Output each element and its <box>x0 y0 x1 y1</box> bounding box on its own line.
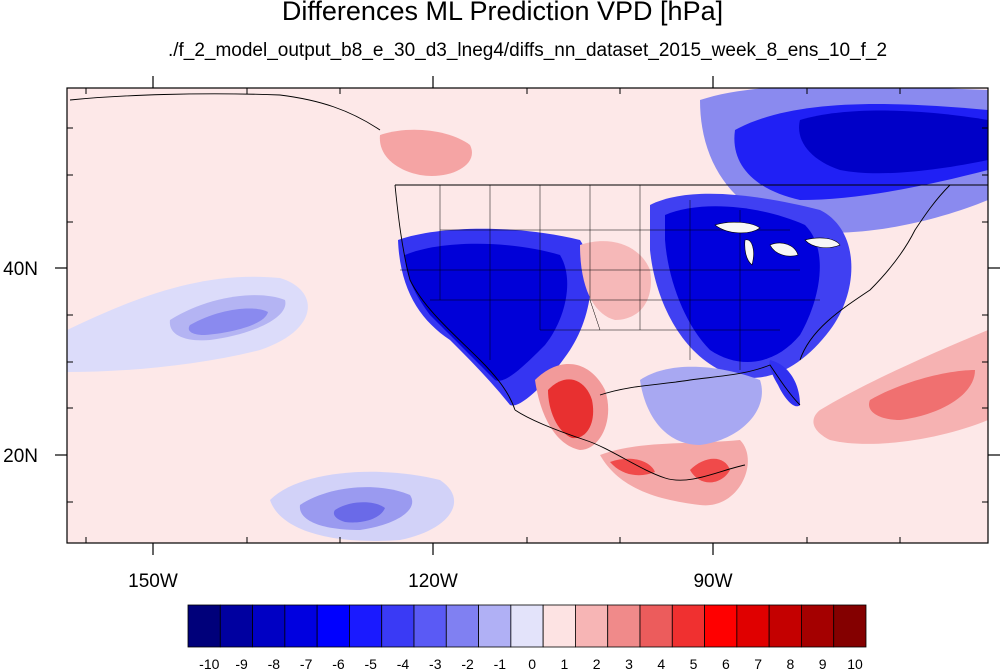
minor-ticks <box>67 88 988 543</box>
colorbar-tick-label: -1 <box>493 656 507 672</box>
colorbar-tick-label: -7 <box>299 656 313 672</box>
colorbar-box <box>284 604 318 648</box>
colorbar-tick-label: 10 <box>847 656 863 672</box>
colorbar-tick-label: -5 <box>364 656 377 672</box>
colorbar-box <box>187 604 221 648</box>
gulf-blue-region <box>640 366 762 445</box>
colorbar-box <box>736 604 770 648</box>
colorbar-box <box>704 604 738 648</box>
colorbar-box <box>316 604 350 648</box>
colorbar <box>187 604 867 648</box>
lon-label-150w: 150W <box>128 571 178 592</box>
colorbar-box <box>413 604 447 648</box>
map-plot-area <box>67 88 988 543</box>
colorbar-box <box>349 604 383 648</box>
south-pacific-blue-inner <box>333 502 385 523</box>
colorbar-tick-label: 0 <box>528 656 537 672</box>
colorbar-box <box>801 604 835 648</box>
pacific-blue-band-inner <box>188 308 268 335</box>
northeast-blue-inner <box>799 110 988 174</box>
colorbar-box <box>510 604 544 648</box>
colorbar-tick-label: -4 <box>396 656 410 672</box>
colorbar-tick-label: 1 <box>560 656 569 672</box>
colorbar-tick-label: 3 <box>625 656 633 672</box>
coastlines <box>69 93 988 481</box>
colorbar-box <box>575 604 609 648</box>
colorbar-tick-label: 9 <box>818 656 827 672</box>
colorbar-tick-label: 4 <box>657 656 666 672</box>
colorbar-box <box>833 604 867 648</box>
colorbar-tick-label: -3 <box>429 656 442 672</box>
colorbar-box <box>478 604 512 648</box>
colorbar-tick-label: -9 <box>235 656 248 672</box>
central-plains-red <box>580 241 651 320</box>
colorbar-box <box>671 604 705 648</box>
colorbar-box <box>219 604 253 648</box>
colorbar-tick-label: -2 <box>461 656 474 672</box>
mexico-red-core <box>548 379 594 439</box>
map-title: Differences ML Prediction VPD [hPa] <box>281 0 724 26</box>
colorbar-tick-label: 2 <box>592 656 601 672</box>
pacific-northwest-red <box>379 129 472 176</box>
major-ticks <box>55 76 1000 555</box>
colorbar-box <box>768 604 802 648</box>
colorbar-tick-label: 6 <box>721 656 730 672</box>
colorbar-box <box>252 604 286 648</box>
colorbar-box <box>607 604 641 648</box>
lon-label-120w: 120W <box>408 571 458 592</box>
colorbar-box <box>639 604 673 648</box>
colorbar-box <box>542 604 576 648</box>
lon-label-90w: 90W <box>693 571 732 592</box>
colorbar-tick-label: -6 <box>332 656 345 672</box>
colorbar-tick-label: 8 <box>786 656 795 672</box>
map-subtitle: ./f_2_model_output_b8_e_30_d3_lneg4/diff… <box>167 40 888 61</box>
central-america-red <box>600 440 748 506</box>
colorbar-tick-label: -10 <box>199 656 220 672</box>
lat-label-40n: 40N <box>3 259 38 280</box>
colorbar-box <box>445 604 479 648</box>
lat-label-20n: 20N <box>3 446 38 467</box>
colorbar-tick-label: 5 <box>689 656 698 672</box>
atlantic-red-core <box>869 370 975 420</box>
central-america-red-core <box>610 458 730 483</box>
colorbar-tick-label: 7 <box>754 656 763 672</box>
colorbar-box <box>381 604 415 648</box>
colorbar-tick-label: -8 <box>267 656 281 672</box>
florida-blue <box>769 360 800 407</box>
western-us-blue-core <box>405 243 568 381</box>
great-lakes <box>714 221 841 266</box>
